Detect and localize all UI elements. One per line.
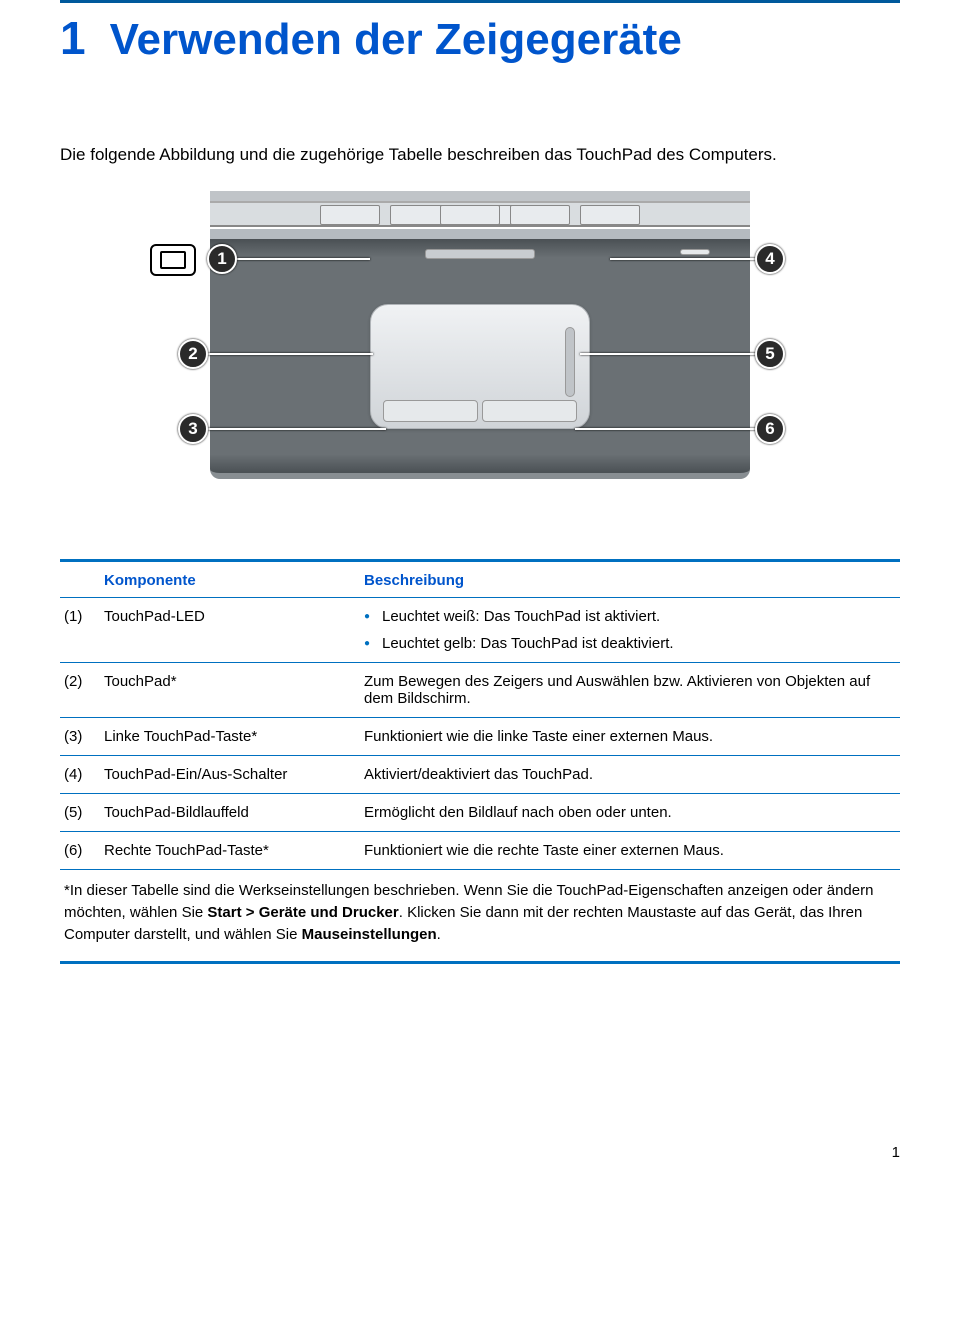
callout-3: 3 — [178, 414, 208, 444]
row-number: (2) — [64, 673, 104, 690]
touchpad-illustration — [370, 304, 590, 429]
footnote-bold: Start > Geräte und Drucker — [207, 904, 398, 921]
row-component: TouchPad-Bildlauffeld — [104, 804, 364, 821]
row-number: (4) — [64, 766, 104, 783]
touchpad-led-icon — [150, 244, 196, 276]
table-row: (3) Linke TouchPad-Taste* Funktioniert w… — [60, 718, 900, 756]
row-number: (5) — [64, 804, 104, 821]
bullet-item: Leuchtet gelb: Das TouchPad ist deaktivi… — [364, 635, 896, 652]
header-komponente: Komponente — [104, 572, 364, 589]
footnote-text: . — [437, 926, 441, 943]
chapter-heading: 1 Verwenden der Zeigegeräte — [60, 0, 900, 65]
row-component: TouchPad-Ein/Aus-Schalter — [104, 766, 364, 783]
row-component: TouchPad-LED — [104, 608, 364, 625]
page-number: 1 — [60, 1144, 900, 1161]
row-component: Rechte TouchPad-Taste* — [104, 842, 364, 859]
touchpad-diagram: 1 2 3 4 5 6 — [120, 189, 840, 519]
table-row: (5) TouchPad-Bildlauffeld Ermöglicht den… — [60, 794, 900, 832]
row-number: (3) — [64, 728, 104, 745]
intro-paragraph: Die folgende Abbildung und die zugehörig… — [60, 145, 900, 165]
row-description: Funktioniert wie die linke Taste einer e… — [364, 728, 896, 745]
callout-6: 6 — [755, 414, 785, 444]
table-row: (2) TouchPad* Zum Bewegen des Zeigers un… — [60, 663, 900, 718]
row-description: Zum Bewegen des Zeigers und Auswählen bz… — [364, 673, 896, 707]
components-table: Komponente Beschreibung (1) TouchPad-LED… — [60, 559, 900, 964]
callout-5: 5 — [755, 339, 785, 369]
table-header: Komponente Beschreibung — [60, 562, 900, 598]
row-component: TouchPad* — [104, 673, 364, 690]
callout-4: 4 — [755, 244, 785, 274]
row-component: Linke TouchPad-Taste* — [104, 728, 364, 745]
footnote-bold: Mauseinstellungen — [302, 926, 437, 943]
row-description: Ermöglicht den Bildlauf nach oben oder u… — [364, 804, 896, 821]
chapter-number: 1 — [60, 11, 86, 65]
row-number: (6) — [64, 842, 104, 859]
table-footnote: *In dieser Tabelle sind die Werkseinstel… — [60, 870, 900, 964]
chapter-title: Verwenden der Zeigegeräte — [110, 15, 682, 65]
table-row: (4) TouchPad-Ein/Aus-Schalter Aktiviert/… — [60, 756, 900, 794]
table-row: (1) TouchPad-LED Leuchtet weiß: Das Touc… — [60, 598, 900, 663]
header-beschreibung: Beschreibung — [364, 572, 896, 589]
callout-2: 2 — [178, 339, 208, 369]
table-row: (6) Rechte TouchPad-Taste* Funktioniert … — [60, 832, 900, 870]
callout-1: 1 — [207, 244, 237, 274]
row-description: Aktiviert/deaktiviert das TouchPad. — [364, 766, 896, 783]
row-description: Funktioniert wie die rechte Taste einer … — [364, 842, 896, 859]
row-number: (1) — [64, 608, 104, 625]
row-description: Leuchtet weiß: Das TouchPad ist aktivier… — [364, 608, 896, 652]
bullet-item: Leuchtet weiß: Das TouchPad ist aktivier… — [364, 608, 896, 625]
